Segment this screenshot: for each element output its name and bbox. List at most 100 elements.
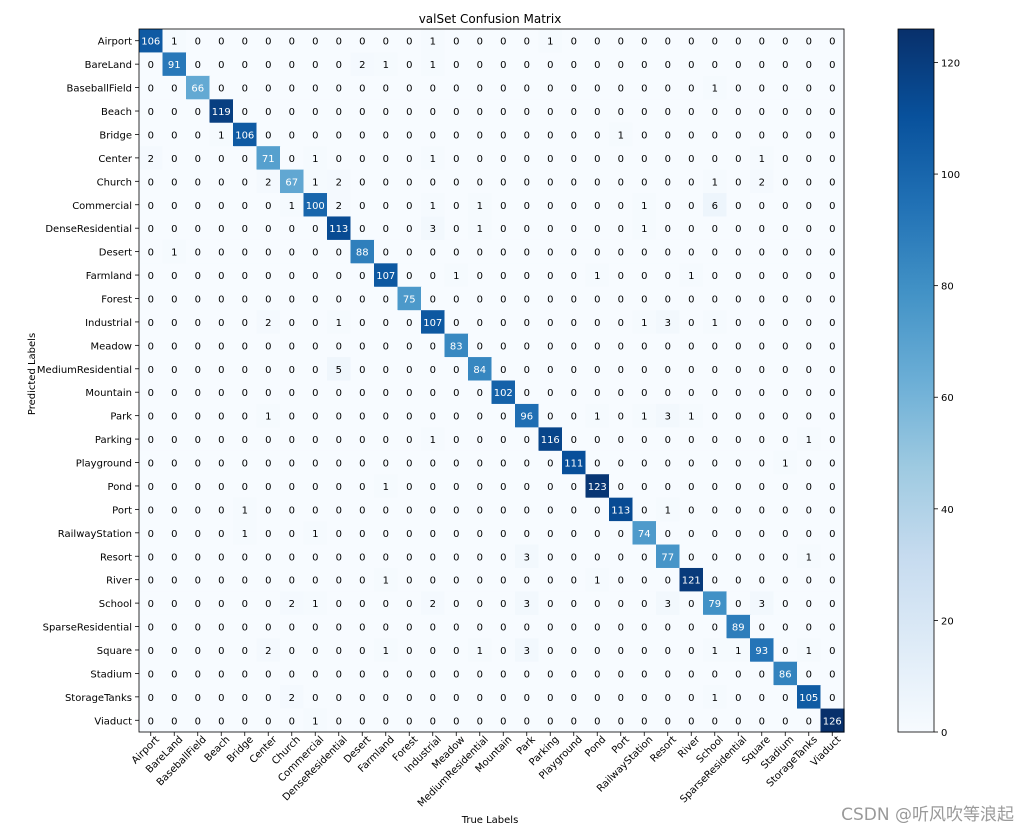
cell-value-label: 0 [383, 505, 389, 516]
cell-value-label: 0 [430, 294, 436, 305]
cell-value-label: 0 [195, 294, 201, 305]
cell-value-label: 1 [641, 318, 647, 329]
heatmap-cell [820, 638, 845, 663]
heatmap-cell [797, 403, 822, 428]
cell-value-label: 0 [547, 154, 553, 165]
cell-value-label: 0 [712, 552, 718, 563]
heatmap-cell [703, 75, 728, 100]
heatmap-cell [750, 591, 775, 616]
cell-value-label: 0 [218, 669, 224, 680]
heatmap-cell [139, 122, 164, 147]
heatmap-cell [444, 591, 469, 616]
heatmap-cell [303, 474, 328, 499]
cell-value-label: 0 [453, 716, 459, 727]
heatmap-cell [656, 29, 681, 54]
heatmap-cell [256, 614, 281, 639]
cell-value-label: 0 [500, 201, 506, 212]
cell-value-label: 0 [524, 60, 530, 71]
cell-value-label: 0 [618, 482, 624, 493]
cell-value-label: 0 [453, 435, 459, 446]
heatmap-cell [632, 544, 657, 569]
cell-value-label: 0 [524, 716, 530, 727]
cell-value-label: 0 [618, 646, 624, 657]
heatmap-cell [209, 638, 234, 663]
heatmap-cell [820, 380, 845, 405]
cell-value-label: 0 [594, 669, 600, 680]
heatmap-cell [750, 52, 775, 77]
heatmap-cell [538, 310, 563, 335]
cell-value-label: 0 [336, 37, 342, 48]
heatmap-cell [444, 169, 469, 194]
heatmap-cell [350, 497, 375, 522]
heatmap-cell [562, 169, 587, 194]
heatmap-cell [444, 99, 469, 124]
heatmap-cell [797, 52, 822, 77]
cell-value-label: 0 [782, 646, 788, 657]
heatmap-cell [397, 239, 422, 264]
cell-value-label: 0 [665, 435, 671, 446]
heatmap-cell [703, 239, 728, 264]
heatmap-cell [397, 614, 422, 639]
cell-value-label: 0 [289, 341, 295, 352]
cell-value-label: 0 [477, 60, 483, 71]
cell-value-label: 0 [500, 248, 506, 259]
heatmap-cell [256, 75, 281, 100]
heatmap-cell [209, 333, 234, 358]
cell-value-label: 0 [735, 107, 741, 118]
heatmap-cell [186, 427, 211, 452]
cell-value-label: 0 [312, 669, 318, 680]
cell-value-label: 0 [806, 248, 812, 259]
cell-value-label: 0 [641, 646, 647, 657]
cell-value-label: 0 [712, 107, 718, 118]
heatmap-cell [750, 146, 775, 171]
heatmap-cell [679, 708, 704, 733]
heatmap-cell [350, 544, 375, 569]
cell-value-label: 0 [336, 459, 342, 470]
heatmap-cell [280, 403, 305, 428]
cell-value-label: 1 [712, 318, 718, 329]
cell-value-label: 0 [477, 505, 483, 516]
y-tick-label: Pond [108, 482, 132, 493]
cell-value-label: 0 [547, 646, 553, 657]
cell-value-label: 0 [571, 412, 577, 423]
cell-value-label: 0 [571, 482, 577, 493]
heatmap-cell [797, 99, 822, 124]
heatmap-cell [421, 638, 446, 663]
cell-value-label: 0 [524, 435, 530, 446]
heatmap-cell [679, 357, 704, 382]
cell-value-label: 0 [148, 623, 154, 634]
cell-value-label: 0 [477, 84, 483, 95]
cell-value-label: 1 [712, 177, 718, 188]
heatmap-cell [797, 75, 822, 100]
heatmap-cell [139, 52, 164, 77]
cell-value-label: 74 [638, 529, 651, 540]
heatmap-cell [327, 638, 352, 663]
cell-value-label: 0 [289, 248, 295, 259]
cell-value-label: 0 [594, 248, 600, 259]
cell-value-label: 0 [547, 177, 553, 188]
cell-value-label: 0 [571, 294, 577, 305]
heatmap-cell [280, 239, 305, 264]
cell-value-label: 0 [453, 693, 459, 704]
cell-value-label: 0 [430, 459, 436, 470]
cell-value-label: 0 [477, 294, 483, 305]
heatmap-cell [303, 567, 328, 592]
heatmap-cell [773, 52, 798, 77]
cell-value-label: 0 [806, 365, 812, 376]
cell-value-label: 0 [571, 37, 577, 48]
heatmap-cell [256, 567, 281, 592]
heatmap-cell [773, 333, 798, 358]
cell-value-label: 0 [547, 412, 553, 423]
cell-value-label: 0 [359, 482, 365, 493]
cell-value-label: 0 [218, 318, 224, 329]
heatmap-cell [280, 216, 305, 241]
cell-value-label: 0 [453, 84, 459, 95]
cell-value-label: 0 [547, 60, 553, 71]
cell-value-label: 0 [571, 505, 577, 516]
cell-value-label: 0 [665, 294, 671, 305]
heatmap-cell [209, 614, 234, 639]
cell-value-label: 0 [759, 505, 765, 516]
heatmap-cell [632, 474, 657, 499]
heatmap-cell [562, 708, 587, 733]
heatmap-cell [421, 239, 446, 264]
